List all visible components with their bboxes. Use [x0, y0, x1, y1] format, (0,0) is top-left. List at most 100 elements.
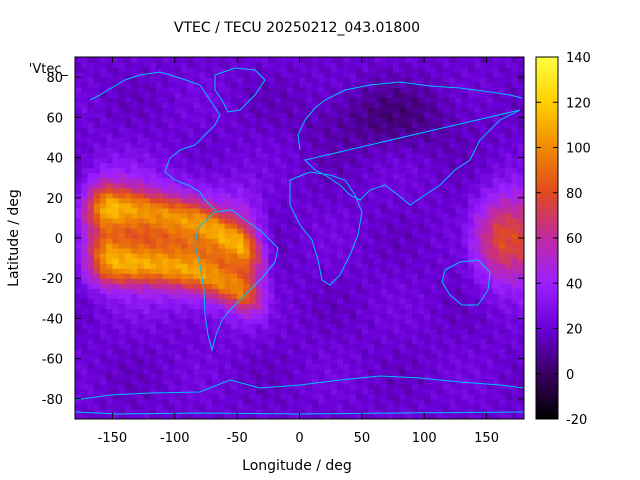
heatmap-cell: [386, 288, 394, 294]
heatmap-cell: [455, 243, 463, 249]
heatmap-cell: [218, 298, 226, 304]
heatmap-cell: [93, 253, 101, 259]
heatmap-cell: [249, 363, 257, 370]
heatmap-cell: [249, 182, 257, 189]
heatmap-cell: [455, 358, 463, 365]
heatmap-cell: [386, 202, 394, 209]
heatmap-cell: [517, 248, 524, 254]
heatmap-cell: [399, 87, 407, 93]
heatmap-cell: [368, 97, 375, 103]
heatmap-cell: [131, 373, 138, 380]
heatmap-cell: [156, 253, 163, 259]
heatmap-cell: [467, 222, 475, 229]
heatmap-cell: [199, 197, 207, 204]
heatmap-cell: [336, 398, 344, 405]
heatmap-cell: [99, 323, 107, 330]
heatmap-cell: [405, 187, 413, 194]
heatmap-cell: [93, 167, 101, 174]
heatmap-cell: [455, 122, 463, 128]
heatmap-cell: [336, 278, 344, 284]
heatmap-cell: [505, 353, 513, 360]
heatmap-cell: [287, 82, 294, 88]
heatmap-cell: [355, 313, 363, 320]
heatmap-cell: [75, 127, 82, 134]
heatmap-cell: [293, 333, 301, 340]
heatmap-cell: [149, 243, 157, 249]
heatmap-cell: [461, 368, 469, 375]
heatmap-cell: [324, 137, 332, 144]
heatmap-cell: [349, 77, 357, 83]
heatmap-cell: [75, 338, 82, 345]
heatmap-cell: [330, 157, 338, 164]
heatmap-cell: [474, 187, 481, 194]
heatmap-cell: [112, 92, 120, 98]
heatmap-cell: [131, 192, 138, 199]
heatmap-cell: [293, 408, 301, 415]
heatmap-cell: [299, 157, 307, 164]
heatmap-cell: [99, 202, 107, 209]
heatmap-cell: [93, 333, 101, 340]
heatmap-cell: [81, 298, 89, 304]
heatmap-cell: [411, 72, 419, 78]
heatmap-cell: [330, 383, 338, 390]
heatmap-cell: [212, 207, 220, 214]
heatmap-cell: [411, 222, 419, 229]
heatmap-cell: [480, 87, 488, 93]
heatmap-cell: [274, 368, 282, 375]
heatmap-cell: [224, 132, 232, 139]
heatmap-cell: [237, 353, 244, 360]
heatmap-cell: [455, 162, 463, 169]
heatmap-cell: [405, 268, 413, 274]
heatmap-cell: [212, 393, 220, 400]
heatmap-cell: [305, 127, 313, 134]
heatmap-cell: [212, 222, 220, 229]
heatmap-cell: [467, 323, 475, 330]
heatmap-cell: [293, 343, 301, 350]
heatmap-cell: [330, 102, 338, 108]
heatmap-cell: [461, 112, 469, 118]
heatmap-cell: [149, 353, 157, 360]
heatmap-cell: [156, 117, 163, 123]
heatmap-cell: [355, 217, 363, 224]
heatmap-cell: [449, 258, 457, 264]
heatmap-cell: [99, 333, 107, 340]
heatmap-cell: [442, 248, 450, 254]
heatmap-cell: [149, 378, 157, 385]
heatmap-cell: [280, 288, 288, 294]
heatmap-cell: [243, 112, 251, 118]
heatmap-cell: [461, 107, 469, 113]
heatmap-cell: [474, 122, 481, 128]
heatmap-cell: [131, 268, 138, 274]
heatmap-cell: [474, 127, 481, 134]
heatmap-cell: [249, 278, 257, 284]
heatmap-cell: [181, 383, 188, 390]
heatmap-cell: [81, 313, 89, 320]
heatmap-cell: [249, 187, 257, 194]
heatmap-cell: [424, 413, 432, 419]
heatmap-cell: [118, 127, 126, 134]
heatmap-cell: [218, 353, 226, 360]
heatmap-cell: [467, 398, 475, 405]
heatmap-cell: [124, 142, 132, 149]
heatmap-cell: [299, 227, 307, 234]
heatmap-cell: [168, 373, 176, 380]
heatmap-cell: [118, 288, 126, 294]
heatmap-cell: [411, 207, 419, 214]
heatmap-cell: [131, 232, 138, 239]
heatmap-cell: [343, 152, 350, 159]
heatmap-cell: [386, 243, 394, 249]
heatmap-cell: [224, 263, 232, 269]
heatmap-cell: [336, 363, 344, 370]
heatmap-cell: [287, 388, 294, 395]
heatmap-cell: [505, 117, 513, 123]
heatmap-cell: [399, 182, 407, 189]
heatmap-cell: [442, 202, 450, 209]
heatmap-cell: [436, 187, 444, 194]
heatmap-cell: [399, 403, 407, 410]
heatmap-cell: [81, 343, 89, 350]
heatmap-cell: [499, 288, 506, 294]
heatmap-cell: [517, 283, 524, 289]
heatmap-cell: [405, 102, 413, 108]
heatmap-cell: [174, 383, 182, 390]
heatmap-cell: [380, 162, 388, 169]
